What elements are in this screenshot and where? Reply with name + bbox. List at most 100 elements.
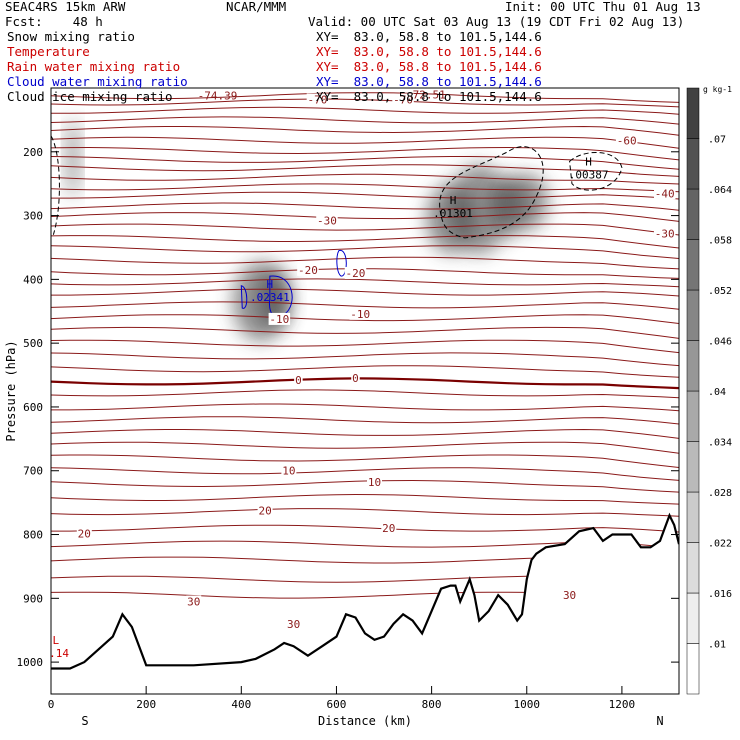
colorbar-label: .01 [708,640,726,651]
colorbar-label: .052 [708,286,732,297]
isotherm-line [51,365,679,378]
forecast-hour: Fcst: 48 h [5,14,103,29]
isotherm-line [51,314,679,324]
isotherm-line [51,125,679,136]
isotherm-line [51,278,679,288]
isotherm-label: -70 [307,93,327,106]
x-tick-label: 600 [327,698,347,711]
isotherm-line [51,183,679,193]
isotherm-line [51,256,679,270]
cloud-water-contour [336,250,347,277]
field-label-cloud-ice: Cloud ice mixing ratio [7,89,173,104]
x-axis-title: Distance (km) [318,714,412,728]
x-tick-label: 800 [422,698,442,711]
init-time: Init: 00 UTC Thu 01 Aug 13 [505,0,701,14]
isotherm-line [51,235,679,249]
isotherm-label: -30 [655,227,675,240]
plot-content: -70 -70 -60 -40 -30 -30 -20 -20 -10 -10 0 0 10 10 20 20… [43,88,679,694]
isotherm-line [51,173,679,185]
isotherm-label-bg [281,464,297,477]
isotherm-label: -70 [393,93,413,106]
colorbar-segment [686,491,700,543]
y-tick-label: 600 [23,401,43,414]
isotherm-label-bg [306,93,329,106]
colorbar-label: .016 [708,589,732,600]
y-tick-label: 700 [23,465,43,478]
isotherm-line [51,454,679,468]
isotherm-label-bg [316,214,338,227]
model-name: SEAC4RS 15km ARW [5,0,126,14]
shading-blob [66,118,79,199]
isotherm-line [51,202,679,211]
isotherm-line [51,389,679,399]
extremum-marker: H [585,156,592,169]
cloud-water-contour [240,285,248,309]
isotherm-line [51,352,679,367]
isotherm-label-bg [349,307,371,320]
colorbar-segment [686,289,700,341]
colorbar-segment [686,87,700,139]
isotherm-label-bg [344,266,367,279]
colorbar-segment [686,441,700,493]
extremum-marker: H [450,194,457,207]
cloud-ice-contour [439,146,544,239]
isotherm-line [51,156,679,170]
isotherm-line [51,146,679,161]
colorbar-segment [686,340,700,392]
colorbar-label: .028 [708,488,732,499]
x-tick-label: 0 [48,698,55,711]
colorbar-unit: g kg-1 [703,85,732,94]
isotherm-label: 20 [382,522,395,535]
isotherm-label-bg [294,374,303,387]
isotherm-line [51,441,679,454]
y-axis-title: Pressure (hPa) [4,340,18,441]
isotherm-line [51,403,679,412]
south-label: S [81,714,88,728]
isotherm-label-bg [186,595,202,608]
isotherm-label-bg [615,134,638,147]
y-tick-label: 900 [23,592,43,605]
colorbar-label: .064 [708,185,732,196]
field-xy-cloud-ice: XY= 83.0, 58.8 to 101.5,144.6 [316,89,542,104]
extremum-marker: L [52,634,59,647]
field-label-cloud-water: Cloud water mixing ratio [7,74,188,89]
y-tick-label: 300 [23,210,43,223]
field-xy-temperature: XY= 83.0, 58.8 to 101.5,144.6 [316,44,542,59]
isotherm-label: 10 [282,465,295,478]
isotherm-label: 0 [352,372,359,385]
isotherm-line [51,98,679,108]
org-name: NCAR/MMM [226,0,287,14]
isotherm-line [51,288,679,297]
isotherm-line [51,92,679,103]
isotherm-line [51,467,679,481]
isotherm-line [51,301,679,310]
isotherm-label: -40 [655,187,675,200]
isotherm-label: 10 [368,476,381,489]
isotherm-line [51,524,679,533]
extremum-marker: H [267,278,274,291]
isotherm-line [51,116,679,125]
isotherm-label-bg [392,93,414,106]
isotherm-label-bg [268,312,291,325]
isotherm-line [51,377,679,390]
colorbar-segment [686,239,700,291]
isotherm-line [51,245,679,259]
isotherm-line [51,339,679,354]
field-xy-snow: XY= 83.0, 58.8 to 101.5,144.6 [316,29,542,44]
terrain-line [51,512,679,670]
extremum-value: 8.14 [43,647,70,660]
isotherm-line [51,508,679,517]
colorbar-segment [686,592,700,644]
isotherm-line [51,223,679,236]
isotherm-label: -30 [317,215,337,228]
isotherm-label: 0 [295,374,302,387]
isotherm-label-bg [286,617,302,630]
isotherm-label-bg [653,227,676,240]
isotherm-line [51,164,679,177]
isotherm-label-bg [367,476,383,489]
cloud-ice-contour [569,151,623,191]
isotherm-label-bg [381,522,397,535]
isotherm-label: 20 [258,504,271,517]
colorbar-segment [686,138,700,190]
